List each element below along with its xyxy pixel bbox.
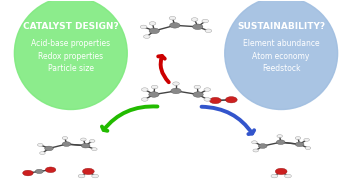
Text: Feedstock: Feedstock [262,64,301,73]
Circle shape [193,92,203,97]
Circle shape [142,88,148,91]
Circle shape [271,174,278,178]
Circle shape [205,29,212,33]
Circle shape [252,141,257,144]
Circle shape [89,139,95,143]
Circle shape [149,92,159,97]
Text: Redox properties: Redox properties [38,52,103,60]
Circle shape [40,152,45,155]
Circle shape [149,28,159,34]
Circle shape [81,143,90,148]
Circle shape [193,24,203,29]
Circle shape [78,174,85,178]
Circle shape [169,16,176,20]
Text: Atom economy: Atom economy [252,52,310,60]
Circle shape [295,142,304,147]
Circle shape [295,137,301,139]
Circle shape [204,88,210,91]
Circle shape [142,98,148,101]
Circle shape [173,82,179,85]
Circle shape [304,138,309,141]
Circle shape [226,97,237,103]
Circle shape [82,168,94,175]
Circle shape [170,23,180,28]
Circle shape [92,174,99,178]
Circle shape [276,140,285,145]
Circle shape [202,19,208,23]
Circle shape [140,25,147,29]
Circle shape [62,137,68,139]
Text: CATALYST DESIGN?: CATALYST DESIGN? [23,22,119,31]
Circle shape [277,135,283,138]
Text: SUSTAINABILITY?: SUSTAINABILITY? [237,22,325,31]
Circle shape [23,170,33,176]
Circle shape [204,98,210,101]
Circle shape [81,138,86,141]
Circle shape [62,142,71,146]
Circle shape [305,146,311,149]
Circle shape [191,18,198,21]
Circle shape [149,22,156,25]
Text: Acid-base properties: Acid-base properties [31,39,111,48]
Circle shape [284,174,291,178]
Ellipse shape [225,0,338,109]
Circle shape [35,169,43,174]
Ellipse shape [14,0,127,109]
Circle shape [275,168,287,175]
Circle shape [144,35,150,38]
Circle shape [258,144,267,148]
Circle shape [45,167,56,173]
Circle shape [92,148,97,151]
Circle shape [209,97,221,104]
Text: Particle size: Particle size [48,64,94,73]
Circle shape [253,149,258,152]
Circle shape [151,85,158,89]
Circle shape [171,88,181,94]
Circle shape [194,85,201,89]
Circle shape [45,146,53,151]
Circle shape [38,143,43,146]
Text: Element abundance: Element abundance [243,39,320,48]
